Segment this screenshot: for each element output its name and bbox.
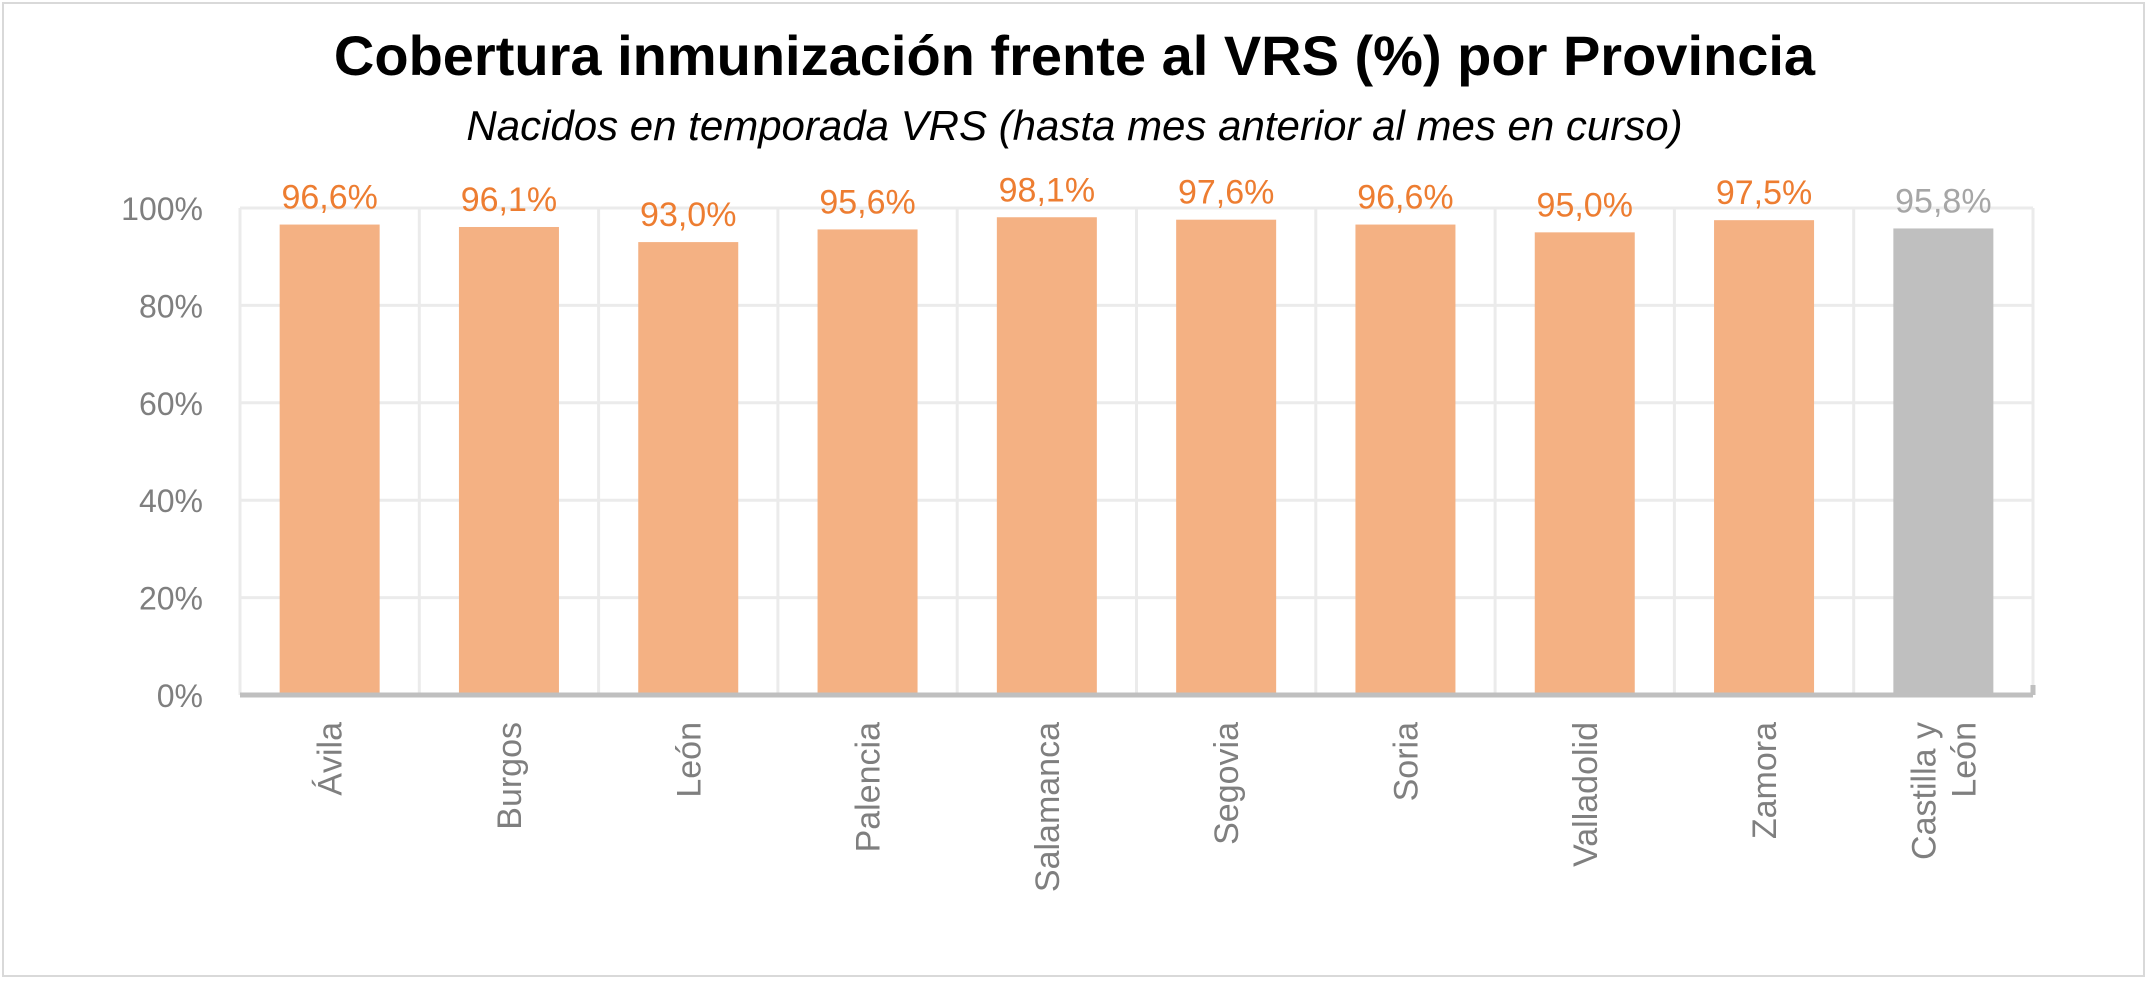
bar: [638, 242, 739, 695]
data-label: 97,6%: [1178, 174, 1274, 212]
x-tick-label: Palencia: [850, 722, 888, 853]
x-tick-label: Salamanca: [1029, 722, 1067, 892]
y-tick-label: 40%: [139, 483, 203, 519]
x-tick-label: Soria: [1387, 722, 1425, 801]
x-tick-label: Zamora: [1746, 722, 1784, 839]
data-label: 93,0%: [640, 196, 736, 234]
data-label: 98,1%: [999, 171, 1095, 209]
bars: [279, 217, 1994, 696]
bar: [1893, 228, 1994, 696]
bar: [458, 226, 559, 696]
data-label: 95,0%: [1537, 186, 1633, 224]
y-axis: 0% 20% 40% 60% 80% 100%: [121, 191, 203, 714]
data-label: 95,6%: [819, 183, 915, 221]
x-tick-label: Valladolid: [1567, 722, 1605, 867]
data-label: 96,6%: [1357, 179, 1453, 217]
chart-title: Cobertura inmunización frente al VRS (%)…: [333, 24, 1816, 87]
x-tick-label: Segovia: [1208, 722, 1246, 845]
x-axis: Ávila Burgos León Palencia Salamanca Segovia S…: [240, 685, 2036, 892]
bar: [1534, 232, 1635, 695]
y-tick-label: 20%: [139, 581, 203, 617]
bar: [817, 229, 918, 696]
y-tick-label: 100%: [121, 191, 203, 227]
x-tick-label: Burgos: [491, 722, 529, 830]
y-tick-label: 80%: [139, 288, 203, 324]
bar: [1714, 220, 1815, 696]
data-labels: 96,6% 96,1% 93,0% 95,6% 98,1% 97,6% 96,6% 95,0%…: [281, 171, 1991, 234]
data-label: 97,5%: [1716, 174, 1812, 212]
data-label: 96,1%: [461, 181, 557, 219]
data-label: 96,6%: [281, 179, 377, 217]
y-tick-label: 60%: [139, 386, 203, 422]
y-tick-label: 0%: [157, 678, 203, 714]
bar: [1355, 224, 1456, 696]
x-tick-label: León: [670, 722, 708, 798]
bar: [996, 217, 1097, 696]
x-tick-label: Ávila: [312, 722, 350, 796]
bar: [1176, 219, 1277, 696]
bar: [279, 224, 380, 696]
chart-subtitle: Nacidos en temporada VRS (hasta mes ante…: [466, 102, 1683, 149]
data-label: 95,8%: [1895, 182, 1991, 220]
x-tick-label: Castilla yLeón: [1905, 722, 1983, 860]
